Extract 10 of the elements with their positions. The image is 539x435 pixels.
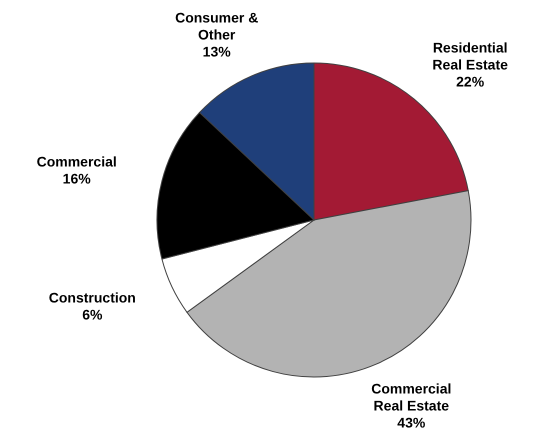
slice-label: Consumer & Other [175,10,258,43]
slice-label: Construction [48,290,136,306]
slice-label: Commercial Real Estate [371,380,452,414]
slice-label: Residential Real Estate [432,39,508,72]
slice-label: Commercial [36,153,117,170]
data-label: 22% [456,73,485,90]
data-label: 6% [82,306,103,323]
data-label: 16% [62,170,92,186]
data-label: 13% [202,44,232,60]
data-label: 43% [397,414,426,430]
